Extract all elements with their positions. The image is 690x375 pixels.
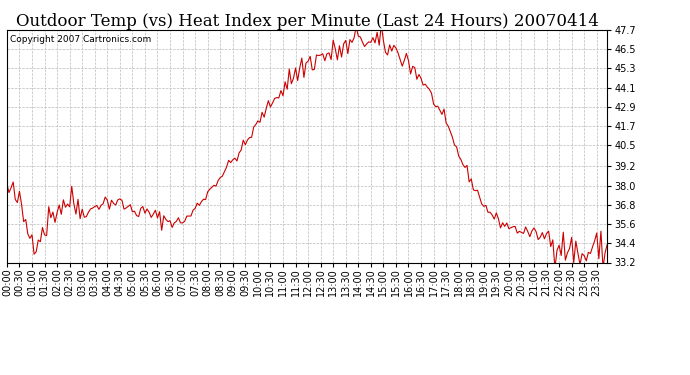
Title: Outdoor Temp (vs) Heat Index per Minute (Last 24 Hours) 20070414: Outdoor Temp (vs) Heat Index per Minute … bbox=[16, 13, 598, 30]
Text: Copyright 2007 Cartronics.com: Copyright 2007 Cartronics.com bbox=[10, 34, 151, 44]
